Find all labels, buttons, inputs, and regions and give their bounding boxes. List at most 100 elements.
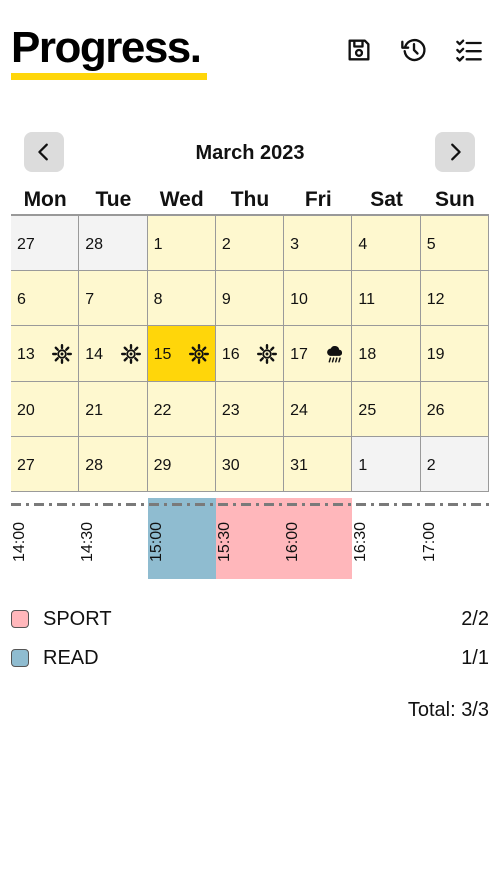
day-number: 9 [221,291,231,309]
calendar-day[interactable]: 24 [284,381,353,437]
day-number: 3 [290,236,300,253]
sun-icon [257,344,278,365]
calendar-day[interactable]: 27 [11,436,80,492]
sun-icon [188,344,209,365]
day-number: 1 [153,236,163,253]
app-title: Progress. [11,23,202,72]
day-number: 11 [358,291,376,309]
calendar-day[interactable]: 22 [147,381,216,437]
calendar-day[interactable]: 2 [215,216,285,272]
day-number: 2 [221,236,231,253]
calendar-day[interactable]: 14 [79,326,148,382]
weekday-label: Wed [159,188,204,211]
calendar-day[interactable]: 29 [147,436,216,492]
calendar-day[interactable]: 23 [215,381,285,437]
legend-row-sport[interactable]: SPORT 2/2 [11,606,489,632]
calendar-day-today[interactable]: 15 [147,326,216,382]
day-number: 23 [221,401,240,419]
calendar-day[interactable]: 16 [215,326,285,382]
day-number: 25 [358,401,377,419]
day-number: 7 [85,291,95,309]
day-number: 14 [85,346,104,364]
legend-swatch [11,649,29,667]
timeline-block-sport[interactable] [215,498,353,579]
day-number: 21 [85,401,104,419]
calendar-day[interactable]: 10 [284,271,353,327]
day-number: 13 [17,346,35,364]
day-number: 17 [290,346,308,364]
calendar-day[interactable]: 13 [11,326,80,382]
calendar-day[interactable]: 6 [11,271,80,327]
checklist-icon [456,39,482,62]
calendar-day[interactable]: 1 [352,436,421,492]
legend-row-read[interactable]: READ 1/1 [11,645,489,671]
calendar-day[interactable]: 7 [79,271,148,327]
day-number: 31 [290,456,308,474]
next-month-button[interactable] [435,132,475,172]
time-text: 14:00 [11,521,28,563]
checklist-button[interactable] [452,33,486,67]
day-number: 2 [426,456,436,474]
calendar-day[interactable]: 27 [11,216,80,272]
calendar-day[interactable]: 9 [215,271,285,327]
floppy-disk-icon [348,39,370,61]
day-number: 19 [426,346,445,364]
day-number: 27 [17,456,35,474]
day-number: 30 [221,456,240,474]
calendar-day[interactable]: 25 [352,381,421,437]
calendar-day[interactable]: 26 [420,381,489,437]
history-icon [401,39,426,62]
calendar-day[interactable]: 3 [284,216,353,272]
weekday-label: Mon [23,188,67,211]
day-number: 20 [17,401,35,419]
legend-name: SPORT [43,608,112,630]
calendar-day[interactable]: 30 [215,436,285,492]
save-button[interactable] [342,33,376,67]
day-number: 1 [358,456,368,474]
title-underline [11,73,207,80]
weekday-label: Sat [370,188,403,211]
calendar-day[interactable]: 11 [352,271,421,327]
calendar-day[interactable]: 19 [420,326,489,382]
calendar-day[interactable]: 1 [147,216,216,272]
weekday-label: Tue [95,188,132,211]
day-number: 10 [290,291,308,309]
day-number: 18 [358,346,377,364]
day-number: 15 [153,346,172,364]
day-number: 5 [426,236,436,253]
legend-swatch [11,610,29,628]
day-number: 8 [153,291,163,309]
time-text: 17:00 [420,521,438,563]
weekday-label: Thu [230,188,270,211]
weekday-header: Mon Tue Wed Thu Fri Sat Sun [11,186,489,214]
calendar-day[interactable]: 28 [79,436,148,492]
calendar-day[interactable]: 2 [420,436,489,492]
calendar-day[interactable]: 5 [420,216,489,272]
calendar-day[interactable]: 12 [420,271,489,327]
weekday-label: Fri [304,188,332,211]
day-number: 4 [358,236,368,253]
calendar-day[interactable]: 28 [79,216,148,272]
prev-month-button[interactable] [24,132,64,172]
time-text: 16:00 [284,521,302,563]
calendar-day[interactable]: 21 [79,381,148,437]
sun-icon [52,344,73,365]
calendar-day[interactable]: 31 [284,436,353,492]
rain-cloud-icon [327,346,343,363]
calendar-day[interactable]: 20 [11,381,80,437]
calendar-day[interactable]: 8 [147,271,216,327]
day-number: 12 [426,291,445,309]
day-number: 16 [221,346,240,364]
calendar-day[interactable]: 18 [352,326,421,382]
month-label: March 2023 [195,142,305,164]
calendar-day[interactable]: 17 [284,326,353,382]
day-number: 29 [153,456,172,474]
timeline-block-read[interactable] [147,498,216,579]
day-number: 28 [85,236,104,253]
calendar-day[interactable]: 4 [352,216,421,272]
time-timeline: 14:00 14:30 15:00 15:30 16:00 16:30 17:00 [11,498,489,580]
history-button[interactable] [397,33,431,67]
day-number: 28 [85,456,104,474]
calendar-grid: 27 28 1 2 3 4 5 6 7 8 9 10 11 12 13 14 15 16 17 18 19 20 21 22 2… [11,214,489,492]
legend-name: READ [43,647,99,669]
